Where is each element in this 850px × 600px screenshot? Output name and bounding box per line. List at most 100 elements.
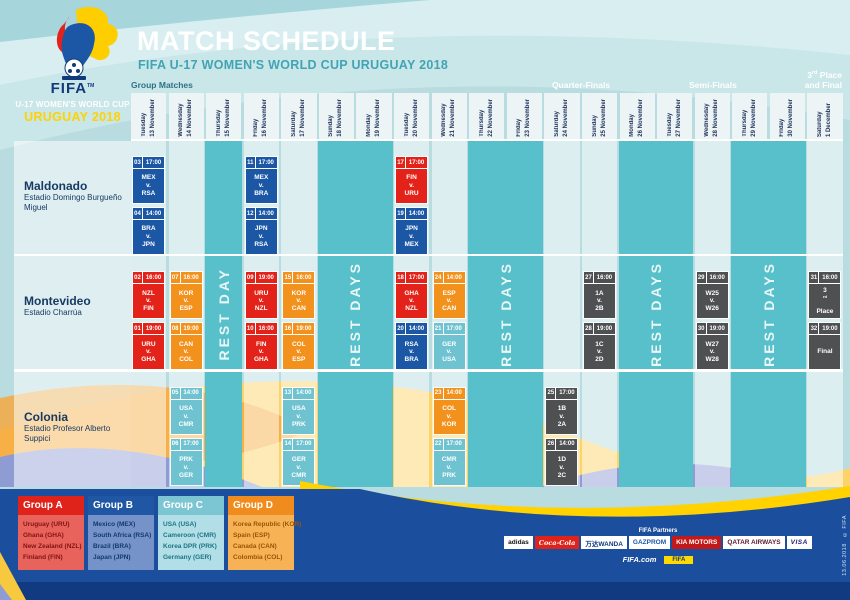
fifa-links: FIFA.com FIFA: [488, 555, 828, 564]
match-teams: W25 v. W26: [705, 289, 719, 313]
match-kickoff-time: 16:00: [822, 274, 838, 281]
match-number: 25: [546, 387, 557, 399]
match-cell: 01 19:00 URU v. GHA: [133, 323, 164, 370]
venue-column-panel: [14, 141, 131, 487]
page-subtitle: FIFA U-17 WOMEN'S WORLD CUP URUGUAY 2018: [138, 58, 449, 72]
match-cell: 18 17:00 GHA v. NZL: [396, 272, 428, 319]
match-number: 15: [283, 272, 294, 284]
match-cell: 06 17:00 PRK v. GER: [170, 438, 202, 485]
match-cell: 08 19:00 CAN v. COL: [170, 323, 202, 370]
match-teams: JPN v. RSA: [254, 225, 269, 248]
match-cell: 27 16:00 1A v. 2B: [583, 272, 615, 319]
venue-row-separator: [14, 369, 843, 372]
match-number: 23: [434, 387, 444, 399]
match-cell: 11 17:00 MEX v. BRA: [245, 157, 277, 203]
match-cell: 07 16:00 KOR v. ESP: [170, 272, 202, 319]
match-cell: 22 17:00 CMR v. PRK: [433, 438, 465, 485]
match-kickoff-time: 17:00: [408, 274, 425, 281]
group-card: Group B Mexico (MEX) South Africa (RSA) Bra…: [88, 496, 154, 570]
group-card-title: Group A: [18, 496, 84, 515]
date-header-cell: Monday 26 November: [619, 93, 655, 139]
match-kickoff-time: 14:00: [145, 210, 162, 217]
date-header-cell: Saturday 17 November: [281, 93, 317, 139]
venue-stadium: Estadio Profesor Alberto Suppici: [24, 423, 111, 443]
match-number: 14: [283, 438, 294, 450]
match-teams: NZL v. FIN: [142, 289, 155, 313]
match-teams: W27 v. W28: [705, 340, 719, 364]
match-number: 02: [133, 272, 143, 284]
match-teams: PRK v. GER: [179, 455, 194, 479]
event-name-line2: URUGUAY 2018: [24, 110, 121, 124]
venue-stadium: Estadio Domingo Burgueño Miguel: [24, 193, 122, 212]
match-cell: 25 17:00 1B v. 2A: [546, 387, 578, 434]
match-number: 04: [133, 208, 143, 219]
match-kickoff-time: 16:00: [596, 274, 613, 281]
group-team: Korea DPR (PRK): [163, 543, 217, 551]
group-team: South Africa (RSA): [93, 532, 152, 540]
match-teams: CMR v. PRK: [441, 455, 457, 479]
match-number: 29: [697, 272, 707, 284]
date-header-cell: Wednesday 21 November: [431, 93, 467, 139]
match-number: 03: [133, 157, 143, 168]
match-kickoff-time: 17:00: [258, 159, 274, 166]
match-teams: URU v. GHA: [141, 340, 156, 364]
date-header-cell: Monday 19 November: [356, 93, 392, 139]
match-teams: Final: [817, 348, 833, 356]
match-cell: 15 16:00 KOR v. CAN: [283, 272, 315, 319]
rest-day-band: REST DAYS: [468, 141, 543, 487]
match-teams: CAN v. COL: [179, 340, 194, 364]
match-cell: 09 19:00 URU v. NZL: [245, 272, 277, 319]
fifa-tournament-logo: [56, 6, 118, 80]
match-number: 07: [171, 272, 181, 284]
match-cell: 12 14:00 JPN v. RSA: [245, 208, 277, 254]
match-number: 12: [246, 208, 256, 219]
group-team: USA (USA): [163, 521, 197, 528]
match-kickoff-time: 19:00: [709, 325, 725, 332]
match-number: 17: [396, 157, 407, 168]
match-cell: 19 14:00 JPN v. MEX: [396, 208, 428, 254]
match-number: 27: [584, 272, 594, 284]
match-teams: KOR v. ESP: [178, 289, 194, 313]
partner-logo: 万达WANDA: [581, 536, 627, 549]
match-cell: 30 19:00 W27 v. W28: [696, 323, 728, 370]
match-kickoff-time: 19:00: [258, 274, 274, 281]
match-teams: RSA v. BRA: [404, 340, 419, 364]
match-cell: 21 17:00 GER v. USA: [433, 323, 465, 370]
phase-label-quarter-finals: Quarter-Finals: [551, 80, 611, 90]
fifa-com-link: FIFA.com: [622, 555, 657, 564]
match-cell: 04 14:00 BRA v. JPN: [133, 208, 164, 254]
partner-logo: KIA MOTORS: [672, 536, 722, 549]
match-number: 13: [283, 387, 294, 399]
match-kickoff-time: 14:00: [258, 210, 274, 217]
match-kickoff-time: 19:00: [145, 325, 162, 332]
match-number: 10: [246, 323, 256, 335]
match-teams: URU v. NZL: [254, 289, 269, 313]
group-team: Cameroon (CMR): [163, 532, 217, 540]
match-cell: 24 14:00 ESP v. CAN: [433, 272, 465, 319]
match-cell: 05 14:00 USA v. CMR: [170, 387, 202, 434]
date-header-cell: Thursday 29 November: [732, 93, 768, 139]
match-kickoff-time: 14:00: [446, 390, 462, 397]
venue-row-separator: [14, 254, 843, 257]
event-name-line1: U-17 WOMEN'S WORLD CUP: [15, 100, 130, 109]
match-kickoff-time: 14:00: [296, 390, 312, 397]
group-team: Korea Republic (KOR): [233, 521, 302, 528]
match-kickoff-time: 16:00: [183, 274, 199, 281]
partner-logo: adidas: [504, 536, 533, 549]
group-team: Spain (ESP): [233, 532, 270, 540]
match-number: 24: [434, 272, 444, 284]
match-kickoff-time: 14:00: [559, 441, 575, 448]
group-team: Colombia (COL): [233, 554, 283, 562]
date-header-cell: Tuesday 20 November: [394, 93, 430, 139]
match-teams: ESP v. CAN: [442, 289, 457, 313]
date-header-cell: Wednesday 14 November: [168, 93, 204, 139]
match-number: 19: [396, 208, 407, 219]
match-kickoff-time: 19:00: [822, 325, 838, 332]
rest-day-band: REST DAYS: [731, 141, 807, 487]
match-number: 08: [171, 323, 181, 335]
match-kickoff-time: 17:00: [559, 390, 575, 397]
match-kickoff-time: 17:00: [183, 441, 199, 448]
match-kickoff-time: 16:00: [709, 274, 725, 281]
date-header-cell: Friday 16 November: [243, 93, 279, 139]
